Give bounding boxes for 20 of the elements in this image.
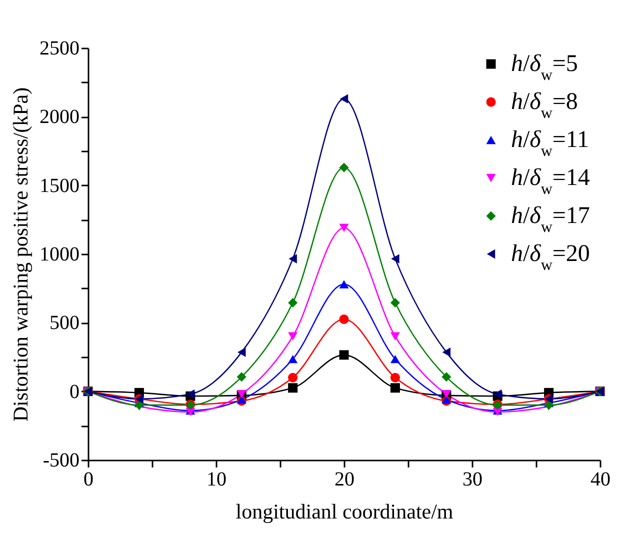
legend-label: h/δ$_{w}$=11 bbox=[511, 127, 590, 160]
legend-label: h/δ$_{w}$=20 bbox=[511, 241, 590, 274]
x-tick-label: 20 bbox=[334, 468, 354, 490]
x-axis-title: longitudianl coordinate/m bbox=[236, 500, 454, 524]
x-tick-label: 0 bbox=[84, 468, 94, 490]
legend-label: h/δ$_{w}$=14 bbox=[511, 165, 590, 198]
y-tick-label: 1000 bbox=[40, 244, 80, 266]
x-tick-label: 10 bbox=[206, 468, 226, 490]
legend-label: h/δ$_{w}$=8 bbox=[511, 89, 578, 122]
y-tick-label: 2500 bbox=[40, 38, 80, 60]
y-tick-label: 0 bbox=[70, 380, 80, 403]
y-axis-title: Distortion warping positive stress/(kPa) bbox=[8, 87, 32, 422]
y-tick-label: 500 bbox=[50, 312, 80, 334]
legend-label: h/δ$_{w}$=5 bbox=[511, 51, 578, 84]
legend-label: h/δ$_{w}$=17 bbox=[511, 203, 590, 236]
x-tick-label: 30 bbox=[462, 468, 482, 490]
y-tick-label: -500 bbox=[42, 450, 80, 472]
y-tick-label: 1500 bbox=[40, 174, 80, 197]
x-tick-label: 40 bbox=[590, 468, 610, 490]
y-tick-label: 2000 bbox=[40, 106, 80, 128]
